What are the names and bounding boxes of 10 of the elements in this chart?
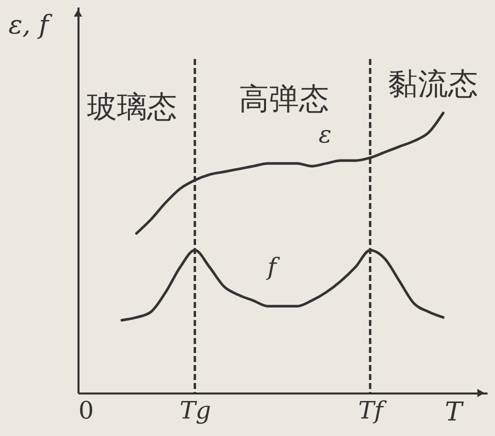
series-label: ε xyxy=(318,120,332,148)
x-tick-label: Tf xyxy=(358,396,388,424)
annotation: 高弹态 xyxy=(239,82,329,117)
x-tick-label: Tg xyxy=(180,396,212,424)
x-axis-title: T xyxy=(444,398,464,428)
x-tick-label: 0 xyxy=(78,396,94,424)
annotation: 玻璃态 xyxy=(87,90,177,125)
series-label: f xyxy=(265,253,280,282)
text: 黏流态 xyxy=(388,67,478,102)
y-axis-title: ε, f xyxy=(8,10,53,40)
